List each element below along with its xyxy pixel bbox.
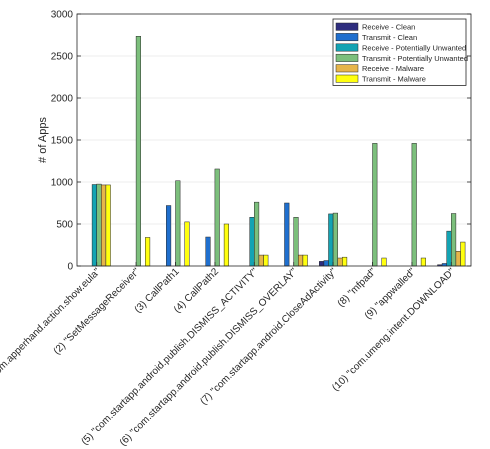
bar [184, 221, 190, 267]
legend-swatch [335, 74, 359, 83]
y-tick-label: 2000 [51, 94, 74, 105]
bar [372, 143, 378, 267]
grid-lines [77, 55, 471, 225]
bar [337, 257, 343, 267]
bar [135, 36, 141, 267]
bar [342, 256, 348, 267]
y-tick-label: 3000 [51, 10, 74, 21]
bar [105, 184, 111, 267]
bar [254, 201, 260, 267]
bar [101, 184, 107, 267]
legend-entry: Receive - Clean [362, 23, 415, 32]
legend-entry: Receive - Malware [362, 64, 424, 73]
bar [175, 180, 181, 267]
bar [166, 205, 172, 267]
bar [328, 213, 334, 267]
bar [249, 217, 255, 267]
bar [293, 217, 299, 267]
bar [214, 168, 220, 267]
bar [302, 254, 308, 267]
legend-swatch [335, 53, 359, 62]
bar [323, 260, 329, 267]
bar [223, 223, 229, 267]
bar [455, 251, 461, 267]
y-tick-label: 2500 [51, 52, 74, 63]
legend-entry: Transmit - Malware [362, 75, 426, 84]
legend-swatch [335, 22, 359, 31]
bar [381, 257, 387, 267]
bar [460, 241, 466, 267]
legend-swatch [335, 43, 359, 52]
legend-entry: Transmit - Clean [362, 33, 417, 42]
x-tick-label: (7) "com.startapp.android.CloseAdActivit… [198, 266, 339, 407]
legend-entry: Transmit - Potentially Unwanted [362, 54, 468, 63]
bar [332, 212, 338, 267]
y-tick-label: 500 [56, 220, 73, 231]
x-axis-ticks: (1) "com.apperhand.action.show.eula"(2) … [0, 262, 458, 448]
y-tick-label: 1500 [51, 136, 74, 147]
bar [298, 254, 304, 267]
y-axis-label: # of Apps [37, 117, 49, 163]
bar [91, 184, 97, 267]
y-axis-ticks: 0 500 1000 1500 2000 2500 3000 [51, 10, 471, 273]
bar [263, 254, 269, 267]
y-tick-label: 0 [67, 262, 73, 273]
legend-swatch [335, 33, 359, 42]
bar [420, 257, 426, 267]
x-tick-label: (1) "com.apperhand.action.show.eula" [0, 266, 103, 393]
legend-entry: Receive - Potentially Unwanted [362, 43, 466, 52]
legend-swatch [335, 64, 359, 73]
y-tick-label: 1000 [51, 178, 74, 189]
bar [258, 254, 264, 267]
x-tick-label: (6) "com.startapp.android.publish.DISMIS… [118, 266, 300, 448]
bar [96, 183, 102, 267]
bar [411, 143, 417, 267]
bar [205, 236, 211, 267]
bar [145, 237, 151, 267]
bar [319, 261, 325, 267]
bar [451, 213, 457, 267]
bar [446, 230, 452, 267]
bar [284, 202, 290, 267]
